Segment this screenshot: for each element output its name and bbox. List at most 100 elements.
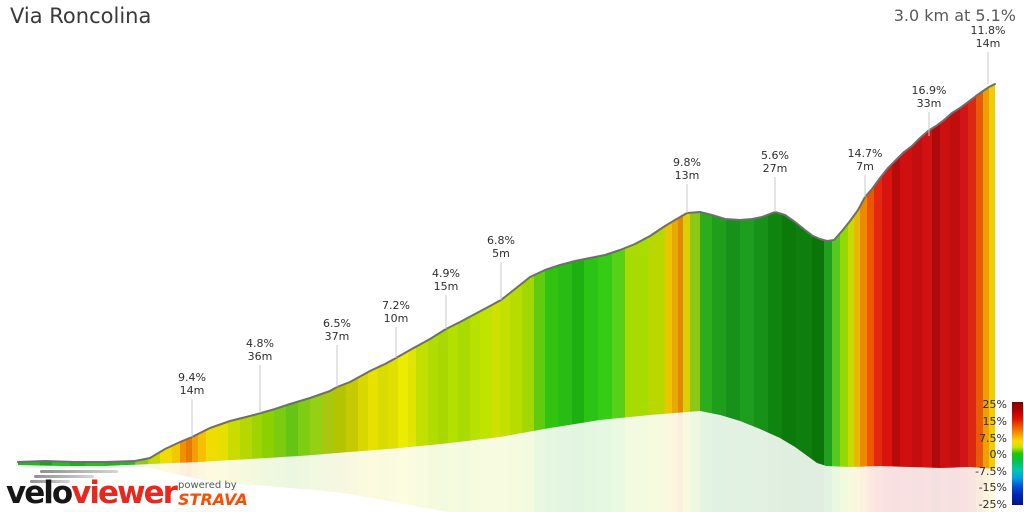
legend-label: 15% xyxy=(983,415,1007,428)
page-title: Via Roncolina xyxy=(10,4,152,28)
profile-strip xyxy=(458,316,470,442)
profile-reflection-strip xyxy=(408,446,416,507)
profile-reflection-strip xyxy=(648,413,665,512)
profile-reflection-strip xyxy=(960,467,968,512)
profile-reflection-strip xyxy=(922,467,932,512)
profile-reflection-strip xyxy=(768,432,782,512)
profile-strip xyxy=(665,221,672,414)
profile-strip xyxy=(500,292,510,437)
profile-reflection-strip xyxy=(398,447,408,505)
profile-strip xyxy=(298,398,310,457)
profile-reflection-strip xyxy=(52,465,70,469)
gradient-marker-label: 14.7% 7m xyxy=(848,147,883,173)
profile-reflection-strip xyxy=(558,424,572,512)
profile-strip xyxy=(584,256,598,423)
profile-reflection-strip xyxy=(240,458,252,485)
profile-strip xyxy=(960,102,968,468)
profile-strip xyxy=(989,84,995,469)
profile-reflection-strip xyxy=(740,421,754,512)
profile-reflection-strip xyxy=(700,411,712,512)
profile-reflection-strip xyxy=(968,467,976,512)
profile-strip xyxy=(558,261,572,427)
profile-strip xyxy=(690,212,700,412)
profile-strip xyxy=(186,437,192,463)
profile-strip xyxy=(448,323,458,444)
profile-strip xyxy=(40,461,52,466)
profile-reflection-strip xyxy=(492,437,500,512)
profile-strip xyxy=(726,219,740,421)
profile-strip xyxy=(378,362,388,450)
profile-reflection-strip xyxy=(690,411,700,512)
profile-reflection-strip xyxy=(322,453,334,492)
profile-reflection-strip xyxy=(368,449,378,500)
profile-reflection-strip xyxy=(848,466,854,512)
profile-strip xyxy=(848,215,854,467)
profile-reflection-strip xyxy=(625,415,648,512)
profile-strip xyxy=(832,233,840,467)
profile-strip xyxy=(388,356,398,449)
profile-strip xyxy=(148,452,160,465)
profile-strip xyxy=(322,388,334,455)
profile-reflection-strip xyxy=(854,466,860,512)
profile-reflection-strip xyxy=(286,456,298,489)
profile-strip xyxy=(180,439,186,463)
profile-reflection-strip xyxy=(206,460,218,483)
profile-reflection-strip xyxy=(198,461,206,481)
strava-logo: STRAVA xyxy=(178,490,248,509)
powered-by-label: powered by xyxy=(178,480,237,491)
legend-label: 25% xyxy=(983,398,1007,411)
gradient-marker-label: 9.4% 14m xyxy=(178,371,206,397)
profile-reflection-strip xyxy=(812,459,824,512)
profile-reflection-strip xyxy=(726,416,740,512)
profile-reflection-strip xyxy=(218,460,228,484)
profile-reflection-strip xyxy=(85,466,105,469)
profile-strip xyxy=(768,212,782,440)
profile-strip xyxy=(625,237,648,418)
climb-summary: 3.0 km at 5.1% xyxy=(893,6,1016,25)
profile-reflection-strip xyxy=(976,467,983,512)
profile-reflection-strip xyxy=(782,439,796,512)
profile-strip xyxy=(976,91,983,468)
gradient-marker-label: 6.8% 5m xyxy=(487,234,515,260)
profile-strip xyxy=(782,214,796,448)
profile-reflection-strip xyxy=(18,465,40,469)
profile-reflection-strip xyxy=(522,430,534,512)
gradient-marker-label: 5.6% 27m xyxy=(761,149,789,175)
profile-strip xyxy=(824,240,832,467)
profile-strip xyxy=(712,215,726,417)
profile-strip xyxy=(683,212,690,413)
gradient-marker-label: 6.5% 37m xyxy=(323,317,351,343)
profile-strip xyxy=(968,96,976,468)
profile-strip xyxy=(545,265,558,429)
profile-reflection-strip xyxy=(712,413,726,512)
profile-reflection-strip xyxy=(192,462,198,479)
profile-strip xyxy=(492,300,500,438)
profile-strip xyxy=(740,218,754,427)
profile-reflection-strip xyxy=(148,463,160,471)
profile-strip xyxy=(480,304,492,440)
gradient-markers: 9.4% 14m 4.8% 36m 6.5% 37m 7.2% 10m 4.9% 15m 6.8% 5… xyxy=(178,24,1005,437)
profile-reflection-strip xyxy=(448,442,458,512)
profile-strip xyxy=(840,223,848,467)
profile-strip xyxy=(346,377,358,453)
profile-strip xyxy=(368,367,378,451)
profile-reflection-strip xyxy=(678,412,683,512)
profile-strip xyxy=(867,186,874,467)
profile-reflection-strip xyxy=(950,467,960,512)
profile-reflection-strip xyxy=(874,466,882,512)
profile-reflection-strip xyxy=(500,435,510,512)
profile-reflection-strip xyxy=(672,412,678,512)
profile-strip xyxy=(262,409,274,459)
profile-strip xyxy=(572,259,584,425)
profile-reflection-strip xyxy=(912,467,922,512)
profile-reflection-strip xyxy=(584,420,598,512)
profile-reflection-strip xyxy=(70,466,85,469)
profile-strip xyxy=(198,430,206,463)
profile-reflection-strip xyxy=(510,433,522,512)
profile-strip xyxy=(874,175,882,467)
profile-reflection-strip xyxy=(534,428,545,512)
veloviewer-logo-velo: velo xyxy=(6,475,73,511)
profile-strips xyxy=(18,84,995,469)
gradient-legend: 25% 15% 7.5% 0% -7.5% -15% -25% xyxy=(975,398,1023,511)
